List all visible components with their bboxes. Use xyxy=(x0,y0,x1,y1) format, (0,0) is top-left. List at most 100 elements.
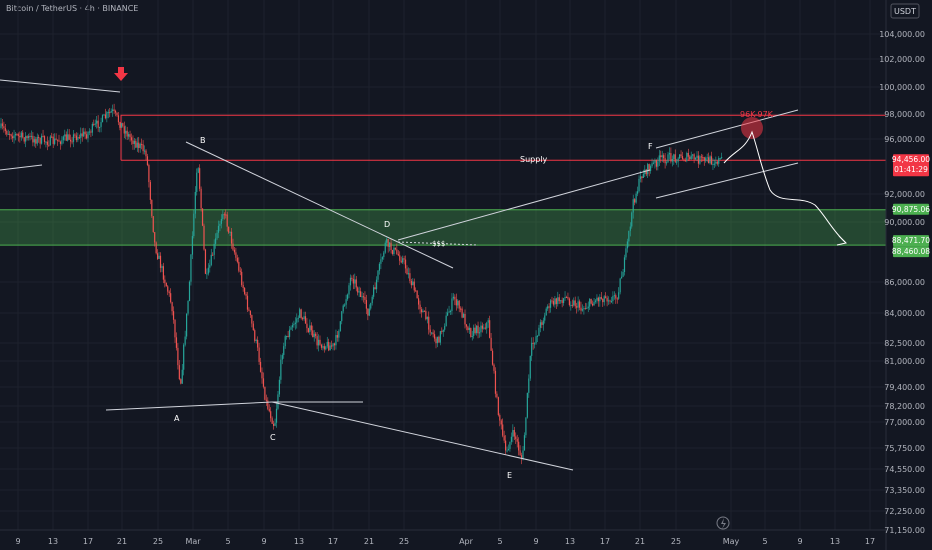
trendlines xyxy=(0,79,799,471)
price-tick: 79,400.00 xyxy=(884,383,925,392)
candle-body xyxy=(261,371,263,379)
candle-body xyxy=(671,159,673,162)
candle-body xyxy=(650,166,652,171)
candle-body xyxy=(196,172,198,192)
candle-body xyxy=(535,336,537,344)
candle-body xyxy=(270,411,272,419)
candle-body xyxy=(27,135,30,139)
candle-body xyxy=(664,158,666,164)
candle-body xyxy=(397,253,399,256)
candle-body xyxy=(409,273,411,281)
candle-body xyxy=(139,144,141,149)
candle-body xyxy=(387,239,389,247)
candle-body xyxy=(55,138,57,140)
time-tick-labels: 9 13 17 21 25 Mar 5 9 13 17 21 25 Apr 5 9 13 17 21 25 May 5 9… xyxy=(15,537,875,546)
candle-body xyxy=(536,335,539,337)
candle-body xyxy=(641,176,643,179)
candle-body xyxy=(273,423,275,426)
candle-body xyxy=(568,298,570,305)
candle-body xyxy=(660,155,662,158)
candle-body xyxy=(609,300,611,302)
candle-body xyxy=(690,155,692,160)
candle-body xyxy=(406,268,408,275)
candle-body xyxy=(715,161,717,164)
candle-body xyxy=(10,134,12,137)
candle-body xyxy=(564,297,566,299)
candle-body xyxy=(465,324,468,327)
candle-body xyxy=(410,280,412,286)
candle-body xyxy=(51,136,53,138)
candle-body xyxy=(399,255,401,261)
price-axis[interactable] xyxy=(886,0,932,550)
candle-body xyxy=(613,295,615,297)
time-tick: 25 xyxy=(153,537,163,546)
price-tick: 71,150.00 xyxy=(884,526,925,535)
price-tick: 78,200.00 xyxy=(884,402,925,411)
candle-body xyxy=(470,327,472,337)
candle-body xyxy=(558,297,560,302)
candle-body xyxy=(610,301,613,303)
candle-body xyxy=(186,313,188,337)
candle-body xyxy=(246,295,249,310)
candle-body xyxy=(700,156,702,158)
candle-body xyxy=(586,308,588,310)
candle-body xyxy=(391,250,394,255)
candle-body xyxy=(519,450,521,456)
currency-badge[interactable]: USDT xyxy=(890,3,920,19)
candle-body xyxy=(322,346,324,348)
candle-body xyxy=(458,300,460,309)
candle-body xyxy=(428,316,430,330)
candle-body xyxy=(661,155,663,158)
candle-body xyxy=(159,255,162,268)
candle-body xyxy=(290,327,292,330)
candle-body xyxy=(268,408,270,412)
candle-body xyxy=(84,131,86,135)
candle-body xyxy=(342,305,344,312)
candle-body xyxy=(85,134,88,139)
lightning-icon[interactable] xyxy=(716,516,730,530)
candle-body xyxy=(6,130,8,135)
candle-body xyxy=(486,322,488,329)
candle-body xyxy=(201,208,204,226)
svg-text:USDT: USDT xyxy=(894,7,916,16)
candle-body xyxy=(90,131,92,133)
candle-body xyxy=(113,109,115,111)
candle-body xyxy=(657,161,659,167)
candle-body xyxy=(68,134,70,140)
candle-body xyxy=(625,248,627,258)
candle-body xyxy=(3,126,5,129)
candle-body xyxy=(26,136,28,139)
candle-body xyxy=(631,212,633,227)
candle-body xyxy=(81,133,83,137)
candle-body xyxy=(571,304,573,306)
time-tick: 5 xyxy=(225,537,230,546)
candle-body xyxy=(686,152,688,161)
candle-body xyxy=(170,293,172,303)
candle-body xyxy=(275,408,278,423)
candle-body xyxy=(493,364,495,371)
candle-body xyxy=(238,261,240,271)
candle-body xyxy=(16,134,18,136)
candle-body xyxy=(390,242,392,251)
candle-body xyxy=(415,290,417,292)
candle-body xyxy=(383,252,385,258)
candle-body xyxy=(577,301,579,308)
candle-body xyxy=(352,279,354,284)
candle-body xyxy=(467,326,469,330)
candle-body xyxy=(130,137,133,141)
candle-body xyxy=(210,254,212,266)
candle-body xyxy=(705,158,707,161)
time-tick: 21 xyxy=(364,537,374,546)
candles xyxy=(0,103,723,465)
price-badge xyxy=(893,154,929,177)
candle-body xyxy=(560,300,562,302)
price-tick: 77,000.00 xyxy=(884,418,925,427)
arrow-down-icon xyxy=(114,67,128,81)
candle-body xyxy=(271,418,273,424)
candle-body xyxy=(245,293,247,296)
candle-body xyxy=(632,199,634,213)
candle-body xyxy=(367,308,369,316)
candle-body xyxy=(590,298,592,304)
candle-body xyxy=(689,156,691,160)
